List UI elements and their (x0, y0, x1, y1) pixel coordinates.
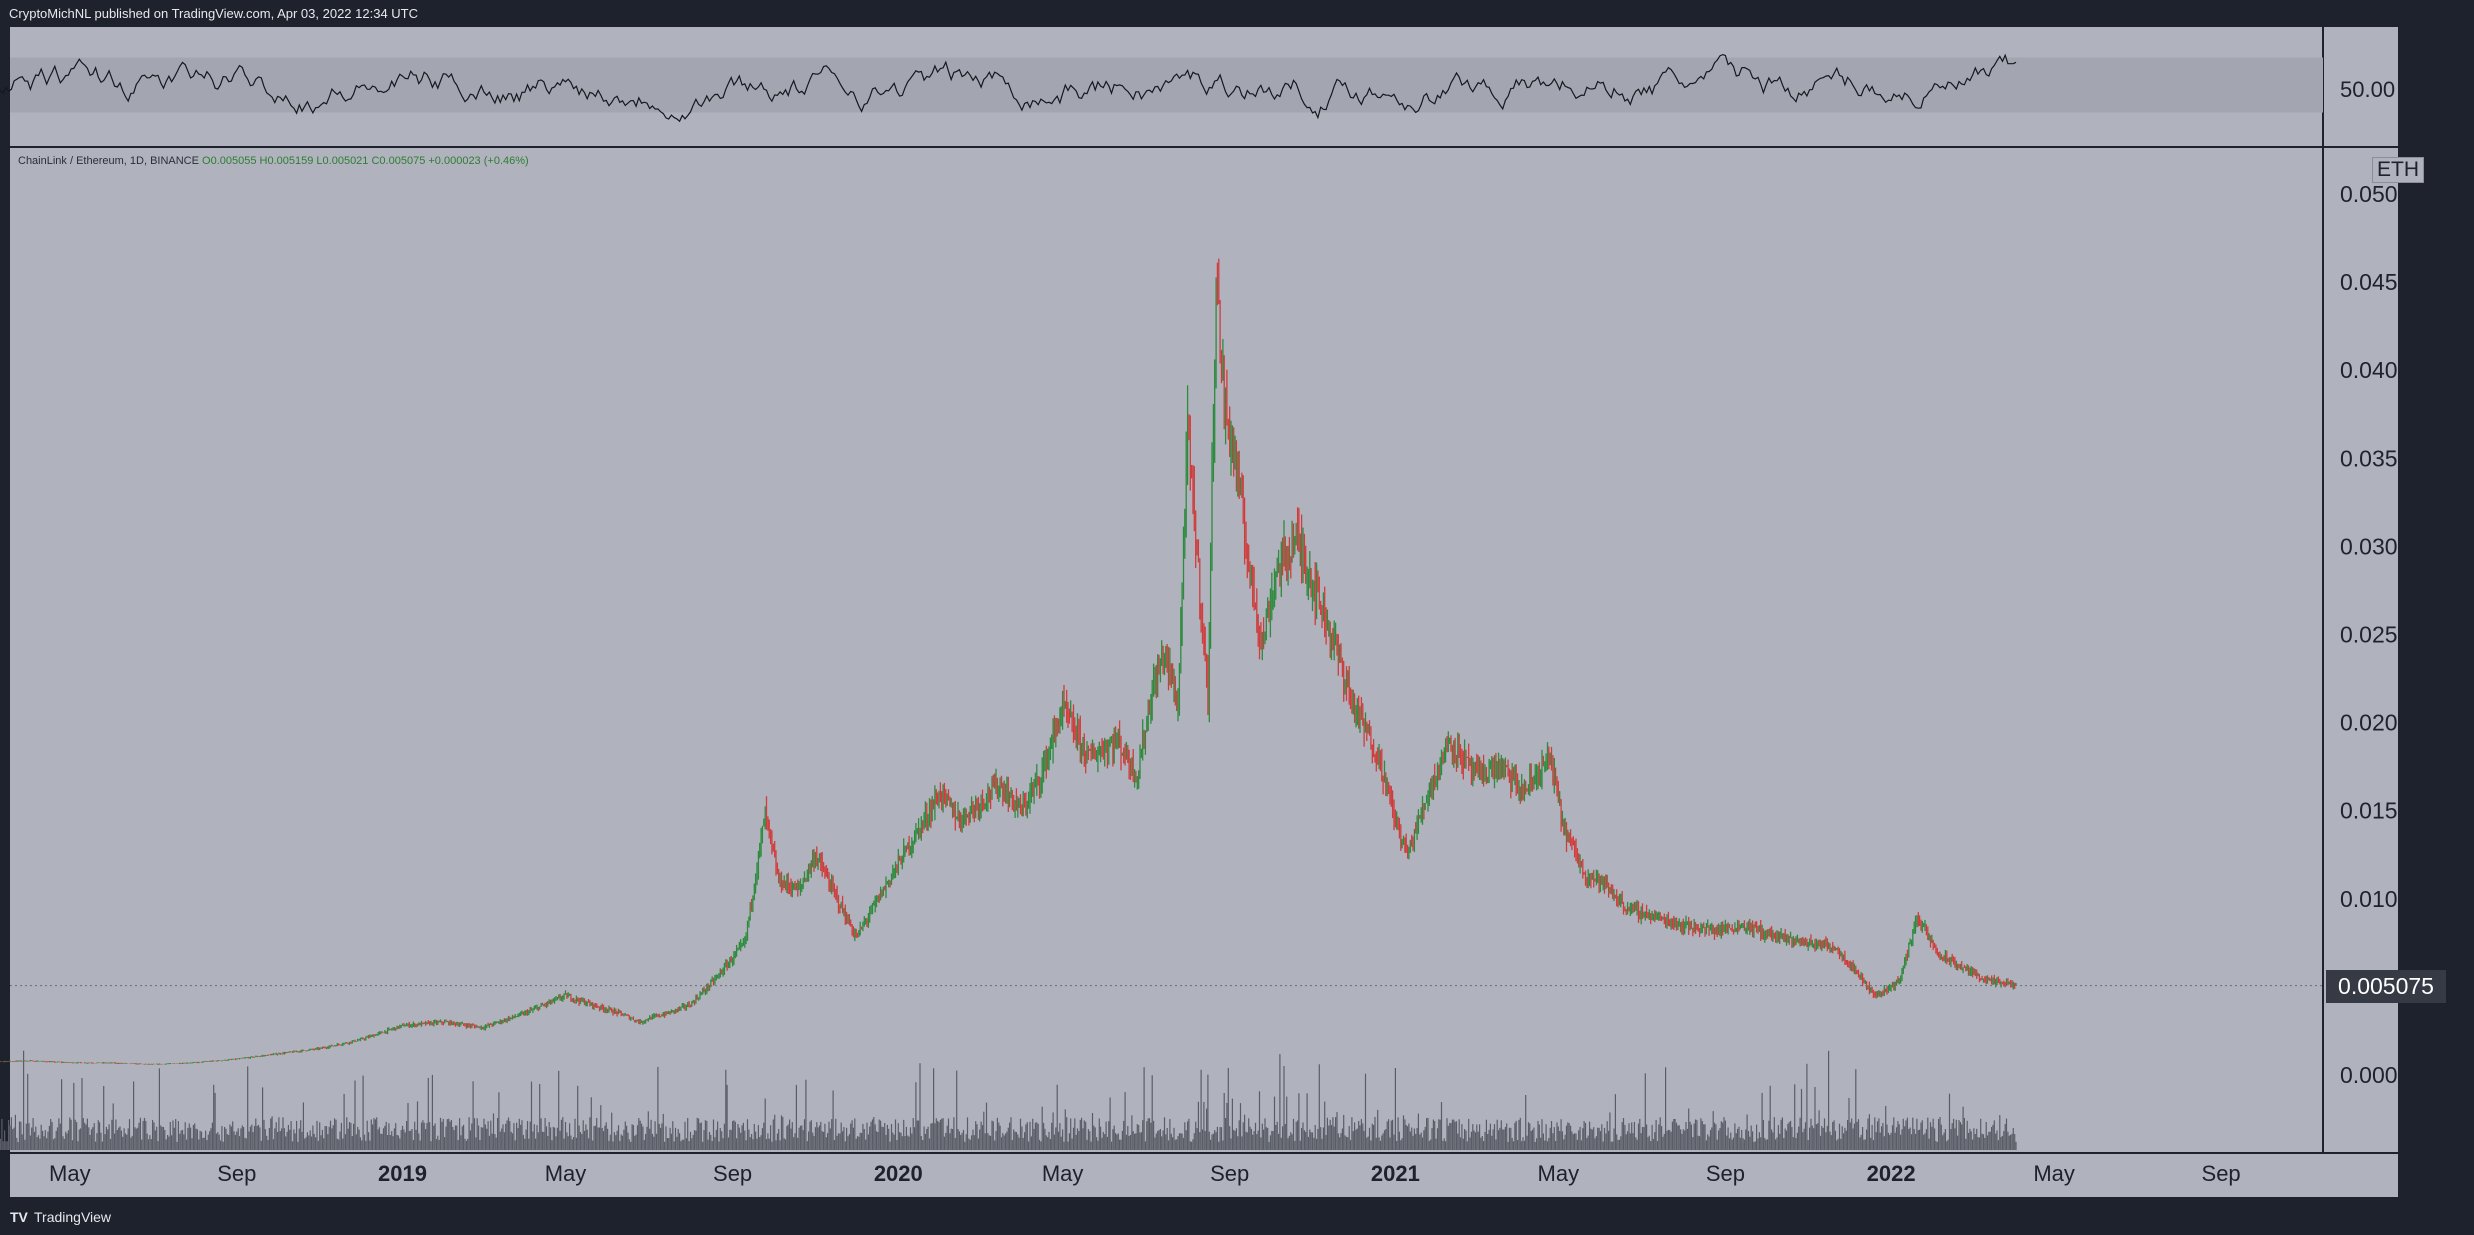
footer: TV TradingView (0, 1198, 2474, 1235)
price-axis: 0.050000 0.045000 0.040000 0.035000 0.030000… (2340, 181, 2436, 1088)
y-tick-label: 0.015000 (2340, 798, 2436, 824)
x-tick-label: Sep (1210, 1161, 1249, 1186)
x-tick-label: 2020 (874, 1161, 923, 1186)
last-price-badge: 0.005075 (2326, 970, 2446, 1003)
x-tick-label: Sep (1706, 1161, 1745, 1186)
legend-close: C0.005075 (371, 155, 426, 167)
y-tick-label: 0.035000 (2340, 445, 2436, 471)
legend-open: O0.005055 (202, 155, 257, 167)
y-tick-label: 0.040000 (2340, 357, 2436, 383)
chart-area[interactable] (10, 27, 2398, 1197)
publisher-text: CryptoMichNL published on TradingView.co… (9, 6, 419, 21)
y-tick-label: 0.030000 (2340, 533, 2436, 559)
x-tick-label: Sep (713, 1161, 752, 1186)
publisher-header: CryptoMichNL published on TradingView.co… (0, 0, 2474, 27)
candlestick-series (0, 258, 2017, 1065)
rsi-band (10, 57, 2323, 113)
x-tick-label: May (1042, 1161, 1084, 1186)
y-tick-label: 0.045000 (2340, 269, 2436, 295)
rsi-line (0, 53, 2017, 123)
x-tick-label: Sep (2202, 1161, 2241, 1186)
legend-low: L0.005021 (316, 155, 369, 167)
legend-change: +0.000023 (+0.46%) (428, 155, 529, 167)
volume-bars (0, 1050, 2017, 1150)
y-tick-label: 0.050000 (2340, 181, 2436, 207)
symbol-name: ChainLink / Ethereum, 1D, BINANCE (18, 155, 199, 167)
x-tick-label: 2019 (378, 1161, 427, 1186)
y-tick-label: 0.020000 (2340, 710, 2436, 736)
x-tick-label: 2021 (1371, 1161, 1420, 1186)
x-tick-label: 2022 (1867, 1161, 1916, 1186)
rsi-indicator (0, 53, 2017, 123)
x-tick-label: May (2033, 1161, 2075, 1186)
x-tick-label: May (545, 1161, 587, 1186)
x-tick-label: May (1538, 1161, 1580, 1186)
x-tick-label: Sep (217, 1161, 256, 1186)
x-tick-label: May (49, 1161, 91, 1186)
tradingview-logo-icon[interactable]: TV (10, 1209, 28, 1225)
price-unit-label[interactable]: ETH (2372, 157, 2424, 183)
symbol-legend: ChainLink / Ethereum, 1D, BINANCE O0.005… (18, 155, 529, 167)
y-tick-label: 0.010000 (2340, 886, 2436, 912)
time-axis: May Sep 2019 May Sep 2020 May Sep 2021 May Sep 2022… (49, 1161, 2241, 1186)
y-tick-label: 0.000000 (2340, 1062, 2436, 1088)
tradingview-brand[interactable]: TradingView (34, 1209, 112, 1225)
rsi-level-label: 50.00 (2340, 77, 2396, 102)
legend-high: H0.005159 (259, 155, 314, 167)
y-tick-label: 0.025000 (2340, 622, 2436, 648)
